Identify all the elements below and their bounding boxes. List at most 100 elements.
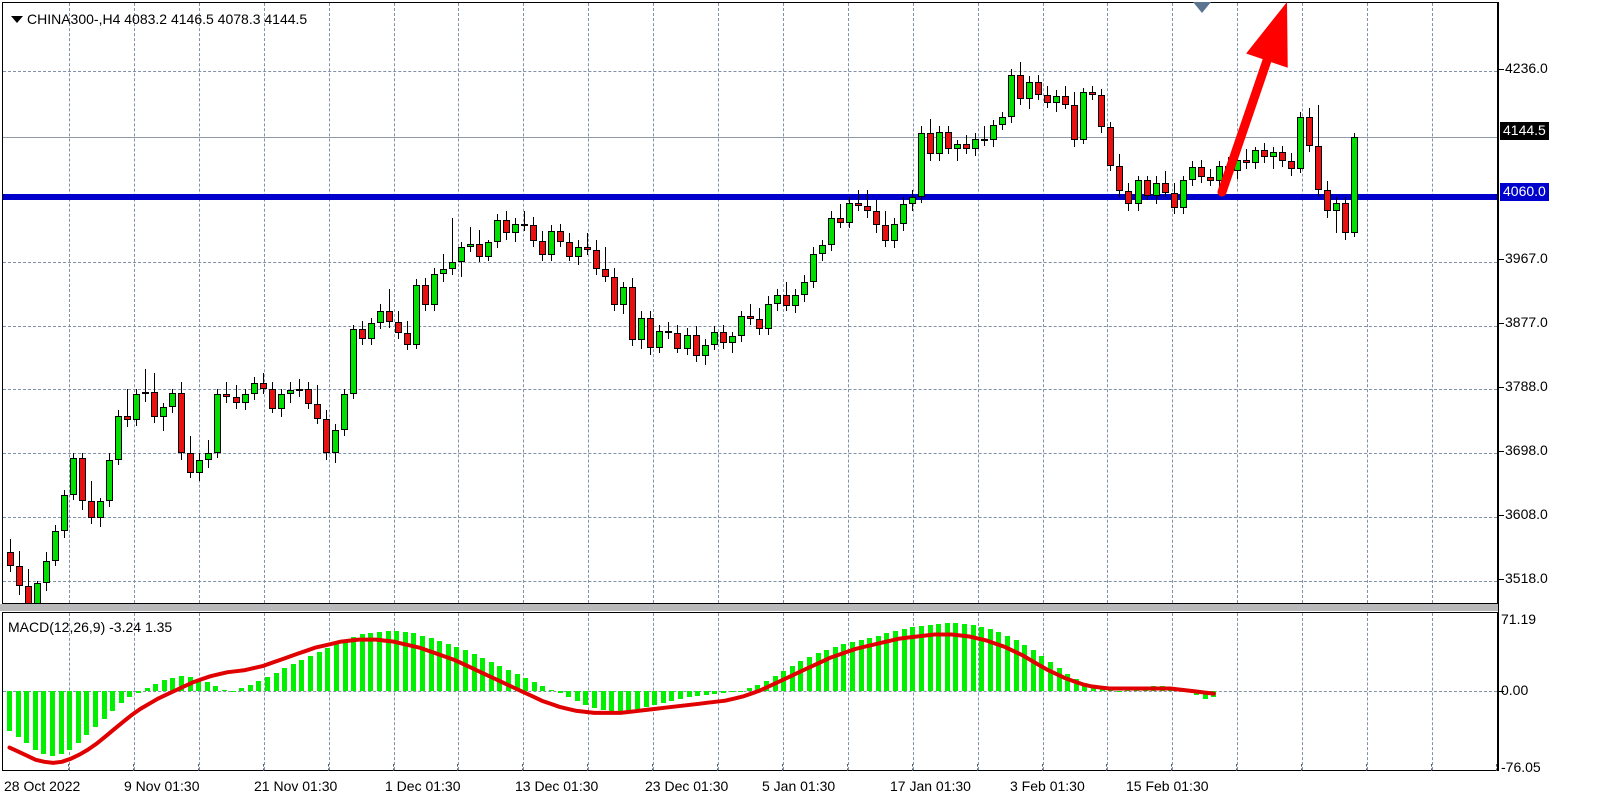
candle-body (476, 243, 484, 257)
macd-histogram-bar (1151, 686, 1157, 691)
candle-body (854, 202, 862, 206)
price-tick-mark (1499, 323, 1504, 324)
macd-histogram-bar (394, 631, 400, 691)
macd-histogram-bar (239, 688, 245, 691)
macd-histogram-bar (480, 657, 486, 691)
macd-histogram-bar (660, 690, 666, 703)
candle-body (791, 295, 799, 307)
macd-histogram-bar (497, 666, 503, 691)
price-scale-border (1498, 2, 1499, 771)
last-price-badge[interactable]: 4144.5 (1500, 122, 1549, 140)
panel-divider-band[interactable] (0, 604, 1597, 611)
candle-body (1107, 127, 1115, 166)
macd-tick-mark (1499, 691, 1504, 692)
time-tick-mark (392, 764, 394, 771)
time-tick-label: 1 Dec 01:30 (385, 778, 461, 794)
candle-body (16, 566, 24, 587)
candle-body (322, 418, 330, 453)
candle-wick (605, 246, 607, 283)
time-tick-mark (522, 764, 524, 771)
candle-body (863, 205, 871, 212)
candle-body (539, 241, 547, 256)
macd-histogram-bar (523, 678, 529, 691)
macd-histogram-bar (376, 632, 382, 691)
macd-histogram-bar (1056, 668, 1062, 691)
macd-histogram-bar (686, 690, 692, 697)
macd-histogram-bar (290, 664, 296, 691)
time-scale[interactable]: 28 Oct 2022 9 Nov 01:30 21 Nov 01:30 1 Dec … (2, 764, 1498, 811)
candle-body (593, 249, 601, 270)
macd-histogram-bar (428, 637, 434, 691)
price-tick-label: 3608.0 (1505, 506, 1548, 522)
macd-histogram-bar (419, 635, 425, 691)
candle-body (187, 452, 195, 473)
macd-histogram-bar (953, 623, 959, 691)
candle-body (88, 501, 96, 519)
macd-histogram-bar (170, 678, 176, 691)
macd-histogram-bar (987, 629, 993, 691)
macd-indicator-panel[interactable]: MACD(12,26,9) -3.24 1.35 (2, 612, 1498, 771)
level-price-badge[interactable]: 4060.0 (1500, 183, 1549, 201)
macd-histogram-bar (505, 670, 511, 691)
candle-body (304, 388, 312, 405)
time-gridline (912, 3, 914, 603)
macd-histogram-bar (1211, 690, 1217, 697)
time-tick-mark (717, 764, 718, 771)
macd-histogram-bar (110, 690, 116, 711)
candle-body (611, 276, 619, 305)
candle-body (52, 530, 60, 561)
macd-histogram-bar (548, 689, 554, 691)
candle-body (205, 452, 213, 460)
candle-body (1251, 150, 1259, 163)
candle-body (692, 334, 700, 357)
time-gridline (263, 3, 265, 603)
price-chart-panel[interactable]: CHINA300-,H4 4083.2 4146.5 4078.3 4144.5 (2, 2, 1498, 604)
time-gridline (393, 3, 395, 603)
macd-histogram-bar (462, 649, 468, 691)
candle-body (1152, 182, 1160, 196)
candle-body (250, 383, 258, 395)
candle-body (367, 323, 375, 340)
candle-body (575, 246, 583, 257)
macd-histogram-bar (1133, 688, 1139, 691)
candle-wick (1272, 147, 1274, 169)
candle-body (1062, 96, 1070, 105)
time-gridline (1302, 3, 1304, 603)
macd-histogram-bar (1082, 683, 1088, 691)
triangle-down-icon[interactable] (11, 16, 23, 23)
macd-histogram-bar (222, 689, 228, 691)
support-level-line[interactable] (3, 194, 1497, 200)
macd-histogram-bar (815, 652, 821, 691)
macd-histogram-bar (824, 649, 830, 691)
price-gridline (3, 453, 1497, 455)
candle-body (97, 501, 105, 519)
candle-body (1143, 179, 1151, 196)
macd-histogram-bar (961, 624, 967, 691)
macd-histogram-bar (703, 690, 709, 695)
candle-body (277, 394, 285, 409)
time-tick-mark (1106, 764, 1108, 771)
macd-histogram-bar (179, 676, 185, 691)
candle-body (403, 333, 411, 345)
macd-histogram-bar (781, 671, 787, 691)
macd-histogram-bar (93, 690, 99, 728)
time-gridline (328, 3, 330, 603)
macd-histogram-bar (557, 690, 563, 693)
macd-histogram-bar (729, 690, 735, 692)
candle-body (1116, 165, 1124, 192)
macd-histogram-bar (1142, 687, 1148, 691)
candle-wick (235, 384, 237, 409)
time-gridline (1172, 3, 1174, 603)
macd-histogram-bar (738, 690, 744, 692)
candle-wick (316, 384, 318, 425)
price-scale[interactable]: 4236.0 4144.5 4060.0 3967.0 3877.0 3788.0 3698… (1499, 0, 1597, 811)
macd-histogram-bar (316, 651, 322, 691)
bar-marker-triangle-icon[interactable] (1193, 2, 1211, 13)
macd-histogram-bar (1004, 635, 1010, 691)
time-tick-mark (976, 764, 978, 771)
candle-body (683, 334, 691, 350)
candle-wick (388, 289, 390, 328)
macd-histogram-bar (626, 690, 632, 710)
candle-body (1296, 117, 1304, 169)
candle-body (620, 286, 628, 305)
